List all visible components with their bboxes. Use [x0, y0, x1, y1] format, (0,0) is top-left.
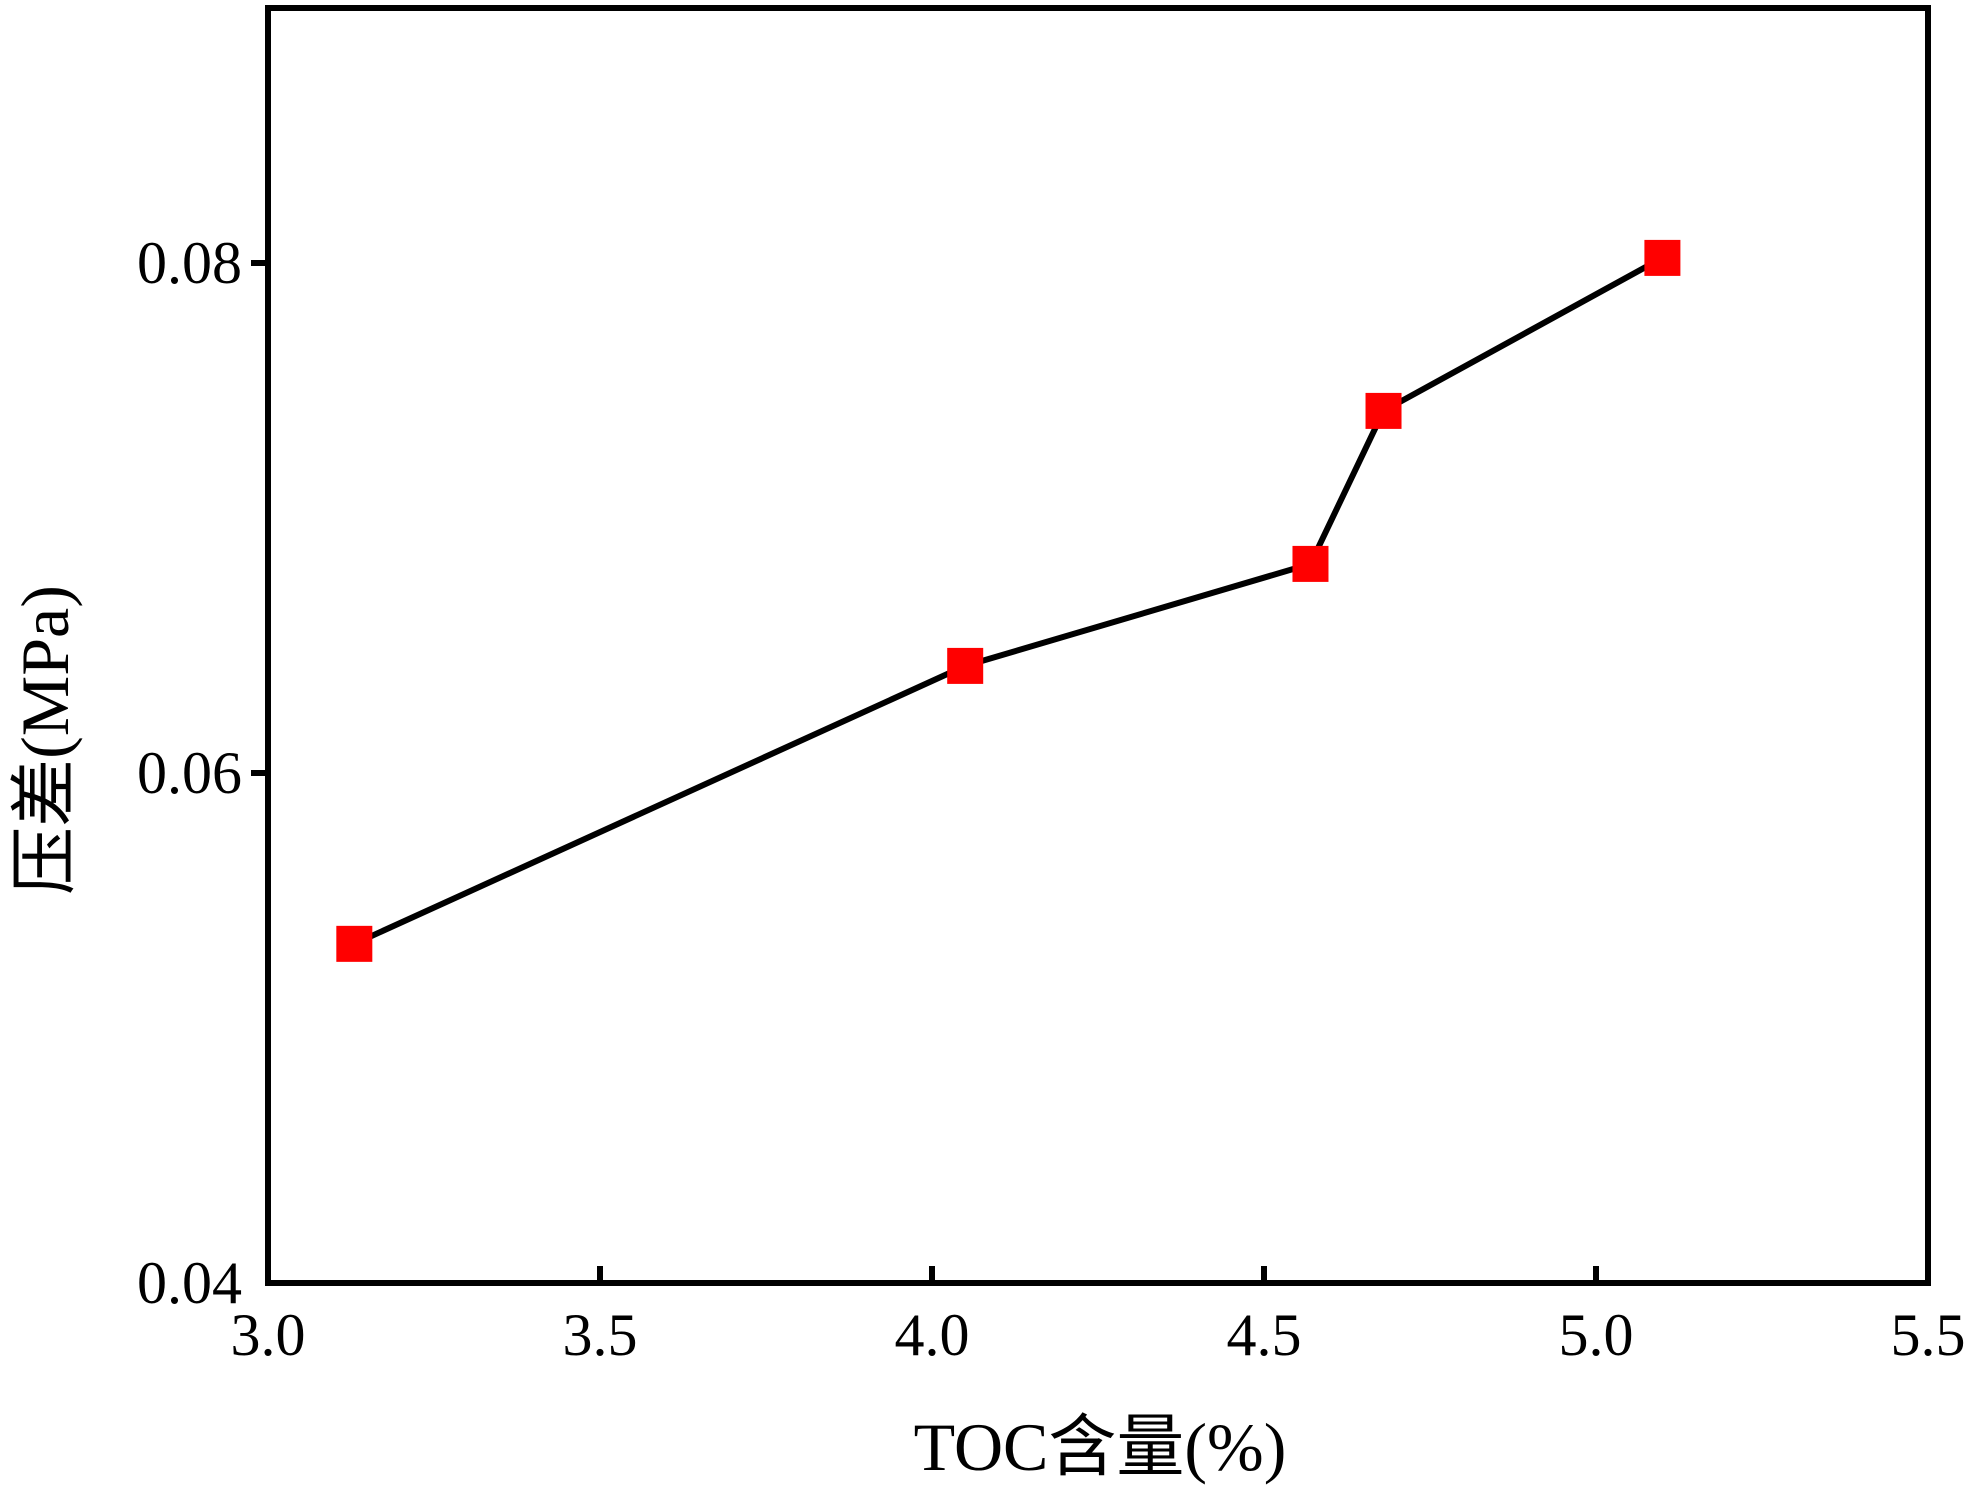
data-point — [1292, 545, 1329, 582]
y-axis-label: 压差(MPa) — [7, 585, 83, 895]
data-point — [1644, 239, 1681, 276]
series — [336, 239, 1681, 962]
x-tick-label: 4.5 — [1227, 1302, 1302, 1368]
axis-ticks: 3.0 3.5 4.0 4.5 5.0 5.5 0.04 0.06 0.08 — [137, 230, 1966, 1368]
data-point — [1365, 392, 1402, 429]
x-tick-label: 3.0 — [231, 1302, 306, 1368]
y-tick-label: 0.04 — [137, 1250, 242, 1316]
x-tick-label: 4.0 — [895, 1302, 970, 1368]
x-tick-label: 5.5 — [1891, 1302, 1966, 1368]
x-axis-label: TOC含量(%) — [914, 1409, 1287, 1485]
data-point — [947, 647, 984, 684]
plot-border — [265, 5, 1931, 1286]
y-tick-label: 0.08 — [137, 230, 242, 296]
y-tick-label: 0.06 — [137, 740, 242, 806]
series-line — [353, 255, 1664, 947]
x-tick-label: 5.0 — [1559, 1302, 1634, 1368]
data-point — [336, 925, 373, 962]
plot-frame — [265, 5, 1931, 1286]
x-tick-label: 3.5 — [563, 1302, 638, 1368]
